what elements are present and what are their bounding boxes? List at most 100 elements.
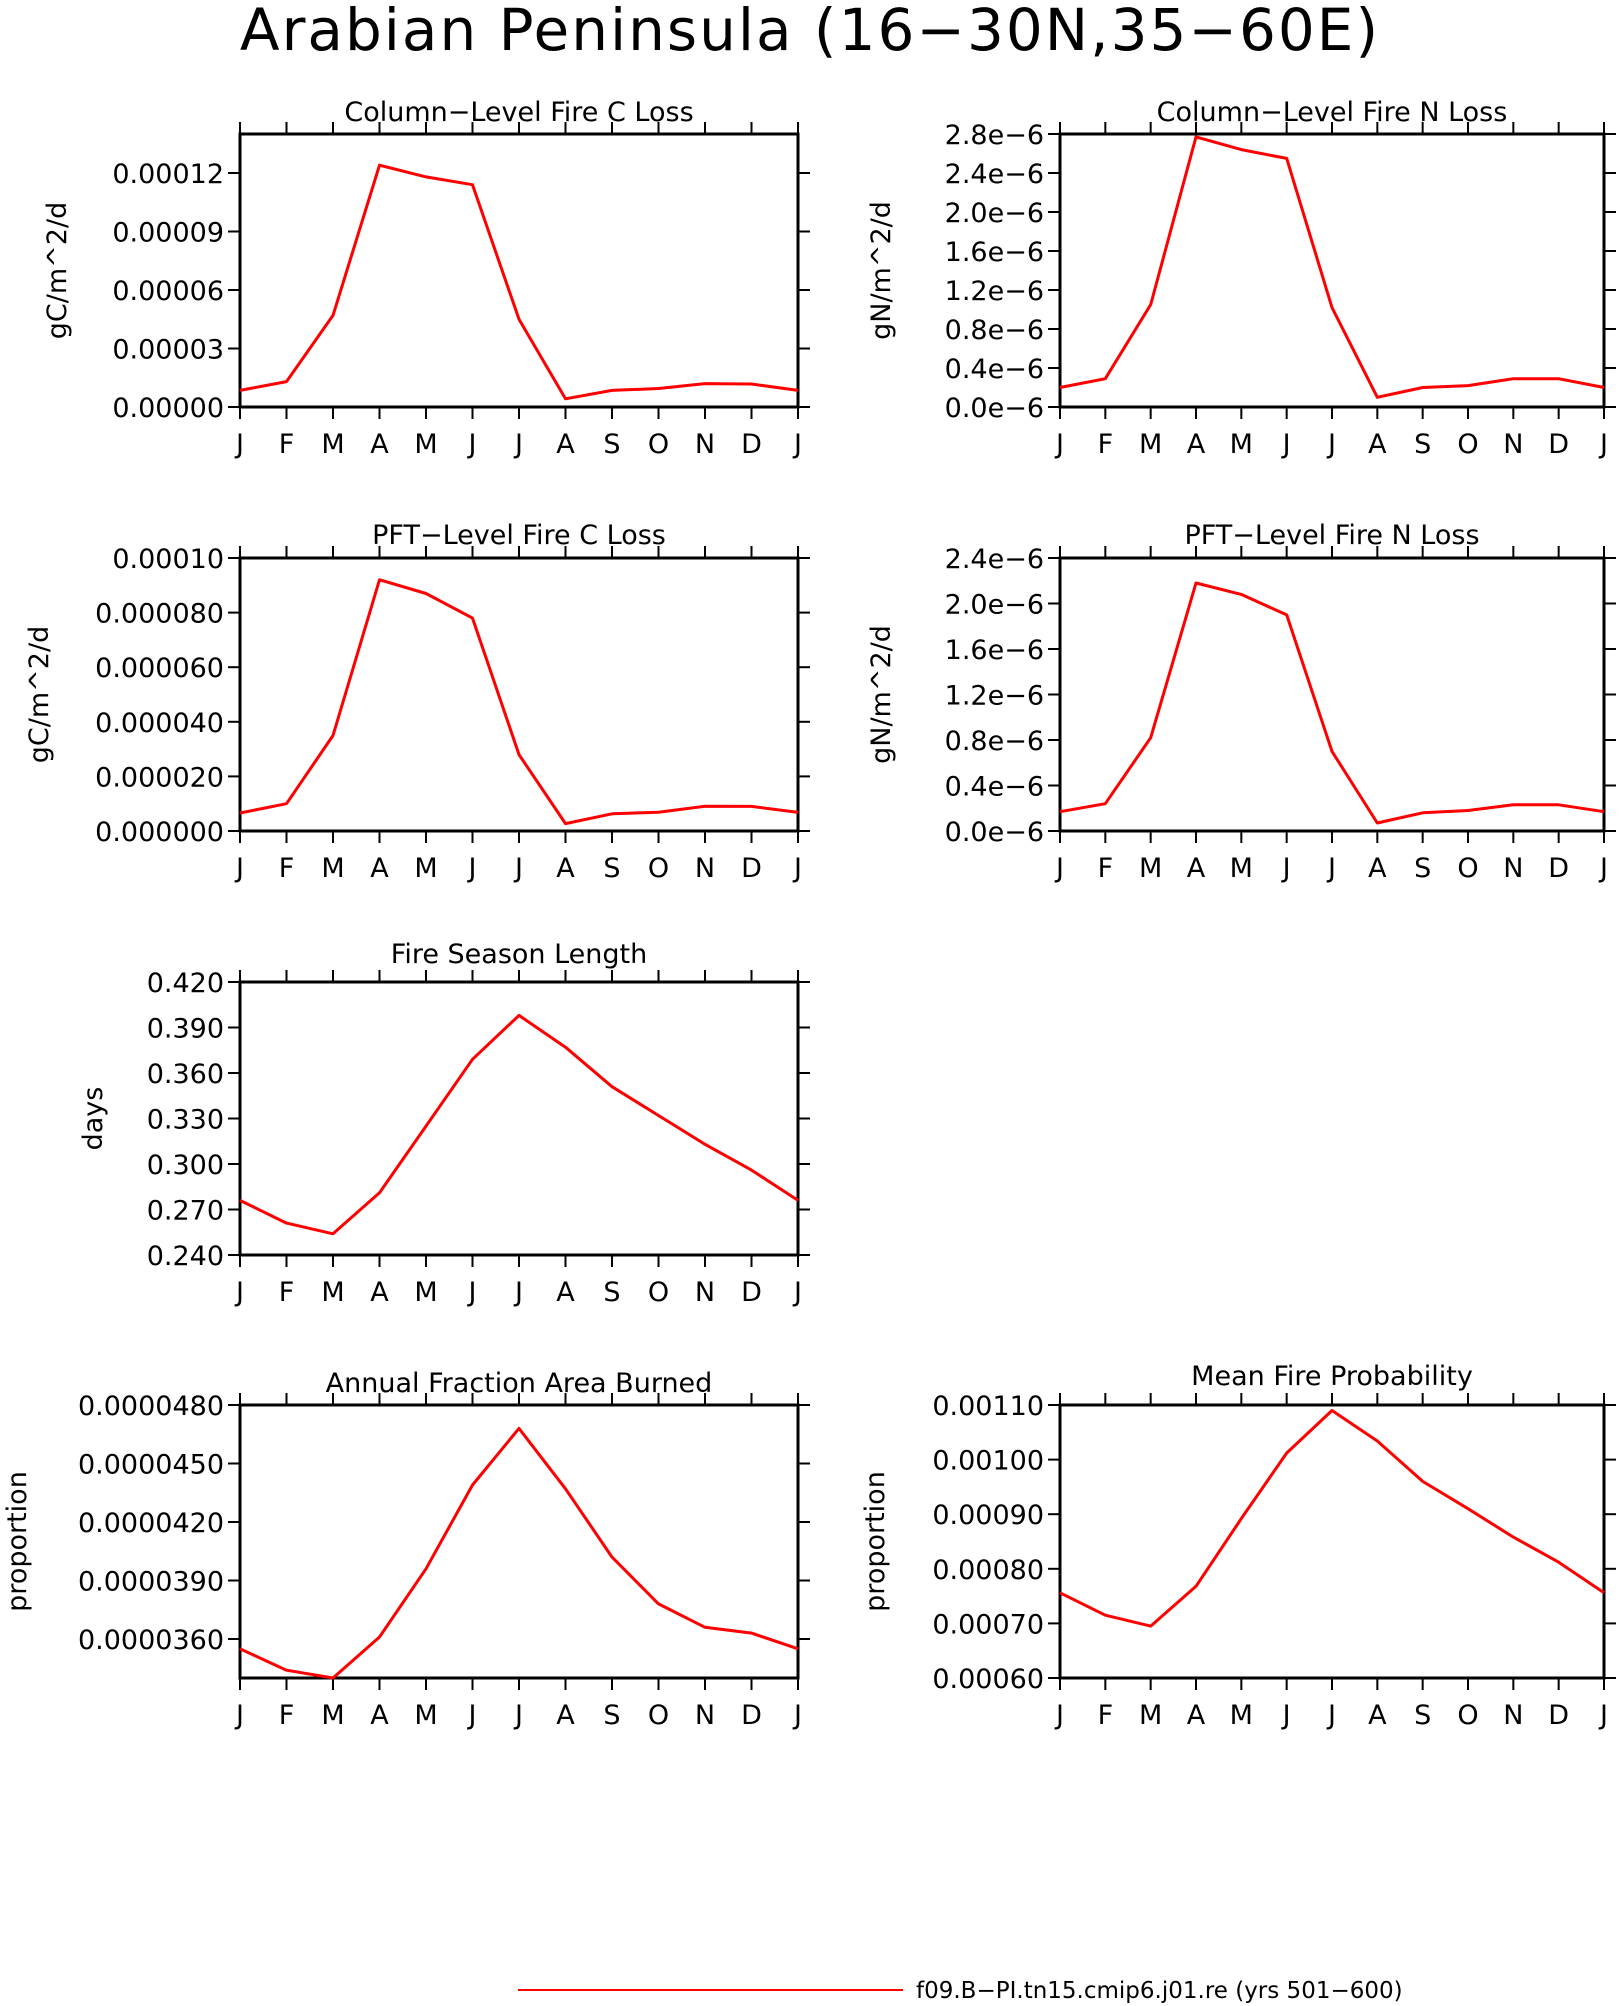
x-tick-label: D xyxy=(741,1700,762,1731)
y-tick-label: 0.4e−6 xyxy=(945,772,1044,803)
y-tick-label: 0.00012 xyxy=(112,159,224,190)
x-tick-label: F xyxy=(1098,853,1114,884)
y-tick-label: 2.4e−6 xyxy=(945,159,1044,190)
chart-panel-6: J F M A M J J A S O N D J0.00003600.00003900.0000420… xyxy=(2,1368,810,1731)
chart-panel-1: J F M A M J J A S O N D J0.000000.000030.000060.0000… xyxy=(42,97,810,460)
panel-title: Mean Fire Probability xyxy=(1191,1361,1473,1392)
x-tick-label: A xyxy=(556,429,575,460)
x-tick-label: J xyxy=(513,1277,523,1308)
x-tick-label: J xyxy=(234,853,244,884)
x-tick-label: F xyxy=(1098,1700,1114,1731)
x-tick-label: S xyxy=(603,853,620,884)
x-tick-label: J xyxy=(467,1277,477,1308)
plot-frame xyxy=(238,132,800,409)
panel-title: Column−Level Fire C Loss xyxy=(344,97,693,128)
x-tick-label: J xyxy=(1281,853,1291,884)
chart-panel-3: J F M A M J J A S O N D J0.0000000.0000200.0000400.0… xyxy=(24,520,810,884)
x-tick-label: A xyxy=(1368,1700,1387,1731)
x-tick-label: A xyxy=(1187,853,1206,884)
panels: J F M A M J J A S O N D J0.000000.000030.000060.0000… xyxy=(2,97,1616,1731)
x-tick-label: J xyxy=(792,853,802,884)
chart-panel-4: J F M A M J J A S O N D J0.0e−60.4e−60.8e−61.2e−61.6… xyxy=(866,520,1616,884)
x-tick-label: F xyxy=(279,853,295,884)
chart-panel-2: J F M A M J J A S O N D J0.0e−60.4e−60.8e−61.2e−61.6… xyxy=(866,97,1616,460)
x-tick-label: N xyxy=(695,853,715,884)
x-tick-label: O xyxy=(648,853,669,884)
y-tick-label: 0.0e−6 xyxy=(945,817,1044,848)
y-tick-label: 0.240 xyxy=(147,1241,224,1272)
panel-title: Column−Level Fire N Loss xyxy=(1157,97,1508,128)
x-tick-label: J xyxy=(467,1700,477,1731)
x-tick-label: M xyxy=(414,1277,437,1308)
plot-frame xyxy=(238,1403,800,1680)
y-tick-label: 0.8e−6 xyxy=(945,726,1044,757)
plot-frame xyxy=(238,980,800,1257)
x-tick-label: J xyxy=(513,853,523,884)
y-axis-label: proportion xyxy=(860,1471,891,1612)
y-tick-label: 0.00000 xyxy=(112,393,224,424)
x-tick-label: J xyxy=(1326,1700,1336,1731)
main-title: Arabian Peninsula (16−30N,35−60E) xyxy=(240,0,1380,64)
series-line xyxy=(239,163,799,401)
y-tick-label: 1.6e−6 xyxy=(945,635,1044,666)
y-tick-label: 0.00003 xyxy=(112,335,224,366)
x-tick-label: A xyxy=(556,1700,575,1731)
x-tick-label: M xyxy=(321,853,344,884)
y-axis-label: gN/m^2/d xyxy=(866,201,897,340)
y-tick-label: 0.00070 xyxy=(932,1609,1044,1640)
y-tick-label: 0.000020 xyxy=(95,762,224,793)
y-tick-label: 0.00060 xyxy=(932,1664,1044,1695)
y-tick-label: 0.000060 xyxy=(95,653,224,684)
x-tick-label: O xyxy=(1457,1700,1478,1731)
y-tick-label: 2.4e−6 xyxy=(945,544,1044,575)
x-tick-label: J xyxy=(467,853,477,884)
x-tick-label: J xyxy=(1598,429,1608,460)
series-line xyxy=(239,1013,799,1236)
y-tick-label: 1.2e−6 xyxy=(945,276,1044,307)
y-tick-label: 2.8e−6 xyxy=(945,120,1044,151)
x-tick-label: M xyxy=(1139,853,1162,884)
y-tick-label: 0.00100 xyxy=(932,1446,1044,1477)
y-tick-label: 0.0000390 xyxy=(78,1567,224,1598)
series-line xyxy=(239,1426,799,1680)
x-tick-label: O xyxy=(648,429,669,460)
x-tick-label: J xyxy=(792,1700,802,1731)
y-tick-label: 1.6e−6 xyxy=(945,237,1044,268)
x-tick-label: J xyxy=(234,1700,244,1731)
x-tick-label: J xyxy=(792,1277,802,1308)
x-tick-label: S xyxy=(1414,429,1431,460)
y-tick-label: 0.000040 xyxy=(95,708,224,739)
x-tick-label: O xyxy=(648,1700,669,1731)
x-tick-label: J xyxy=(1054,429,1064,460)
y-tick-label: 0.000080 xyxy=(95,599,224,630)
x-tick-label: O xyxy=(1457,429,1478,460)
x-tick-label: M xyxy=(414,853,437,884)
y-tick-label: 0.00090 xyxy=(932,1500,1044,1531)
x-tick-label: M xyxy=(414,429,437,460)
x-tick-label: F xyxy=(279,1700,295,1731)
x-tick-label: J xyxy=(1281,429,1291,460)
panel-title: PFT−Level Fire C Loss xyxy=(372,520,666,551)
x-tick-label: J xyxy=(467,429,477,460)
x-tick-label: S xyxy=(603,429,620,460)
x-tick-label: D xyxy=(741,429,762,460)
x-tick-label: A xyxy=(556,1277,575,1308)
x-tick-label: A xyxy=(1368,429,1387,460)
y-tick-label: 0.000000 xyxy=(95,817,224,848)
panel-title: PFT−Level Fire N Loss xyxy=(1184,520,1479,551)
y-tick-label: 0.00010 xyxy=(112,544,224,575)
y-tick-label: 0.00009 xyxy=(112,218,224,249)
series-line xyxy=(1059,581,1605,825)
y-tick-label: 0.4e−6 xyxy=(945,354,1044,385)
legend: f09.B−PI.tn15.cmip6.j01.re (yrs 501−600) xyxy=(518,1978,1403,2004)
y-tick-label: 0.00080 xyxy=(932,1555,1044,1586)
x-tick-label: J xyxy=(1598,853,1608,884)
x-tick-label: J xyxy=(1598,1700,1608,1731)
x-tick-label: F xyxy=(279,1277,295,1308)
x-tick-label: S xyxy=(1414,853,1431,884)
y-tick-label: 0.360 xyxy=(147,1059,224,1090)
plot-frame xyxy=(238,556,800,833)
x-tick-label: J xyxy=(1281,1700,1291,1731)
panel-title: Annual Fraction Area Burned xyxy=(326,1368,713,1399)
